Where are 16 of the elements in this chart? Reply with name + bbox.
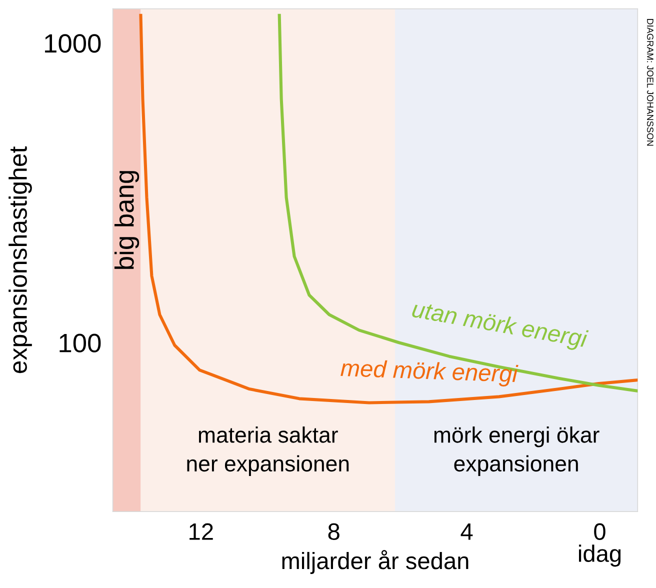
- band-label: materia saktar ner expansionen: [187, 426, 349, 476]
- x-axis-title: miljarder år sedan: [282, 550, 468, 574]
- x-tick-label: 8: [328, 523, 340, 540]
- x-tick-label: 0 idag: [579, 523, 621, 567]
- band-label: mörk energi ökar expansionen: [434, 426, 600, 476]
- y-tick-label: 1000: [45, 34, 101, 53]
- line-series: [139, 14, 638, 404]
- x-tick-label: 12: [190, 523, 213, 540]
- y-tick-label: 100: [60, 334, 101, 352]
- text: utan mörk energi: [410, 300, 589, 352]
- x-tick-label: 4: [460, 524, 473, 540]
- band-label: big bang: [114, 171, 140, 269]
- series-label: med mörk energi: [340, 358, 518, 387]
- text: DIAGRAM: JOEL JOHANSSON: [647, 19, 654, 146]
- line-series: [278, 14, 638, 392]
- y-axis-title: expansionshastighet: [8, 146, 32, 374]
